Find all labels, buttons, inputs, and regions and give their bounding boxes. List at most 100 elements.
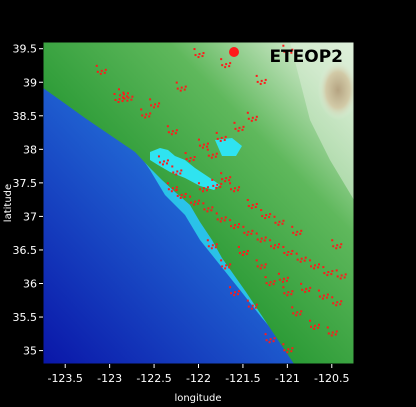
earthquake-point [188, 160, 191, 163]
earthquake-point [260, 209, 263, 212]
earthquake-point [241, 253, 244, 256]
earthquake-point [126, 92, 129, 95]
earthquake-point [245, 252, 248, 255]
earthquake-point [122, 97, 125, 100]
earthquake-point [118, 94, 121, 97]
earthquake-point [201, 190, 204, 193]
earthquake-point [268, 284, 271, 287]
earthquake-point [336, 244, 339, 247]
earthquake-point [215, 152, 218, 155]
earthquake-point [292, 231, 295, 234]
bay-water [150, 148, 220, 190]
earthquake-point [283, 251, 286, 254]
earthquake-point [264, 217, 267, 220]
earthquake-point [206, 239, 209, 242]
earthquake-point [149, 112, 152, 115]
earthquake-point [193, 203, 196, 206]
earthquake-point [282, 343, 285, 346]
sierra-highland [290, 42, 354, 200]
x-tick-label: -123 [97, 372, 122, 385]
earthquake-point [277, 272, 280, 275]
earthquake-point [205, 189, 208, 192]
earthquake-point [259, 240, 262, 243]
y-tick-label: 38 [23, 143, 37, 156]
earthquake-point [326, 326, 329, 329]
earthquake-point [323, 272, 326, 275]
earthquake-point [278, 243, 281, 246]
earthquake-point [242, 225, 245, 228]
earthquake-point [201, 146, 204, 149]
earthquake-point [100, 69, 103, 72]
earthquake-point [175, 129, 178, 132]
earthquake-point [219, 220, 222, 223]
earthquake-point [283, 292, 286, 295]
earthquake-point [202, 143, 205, 146]
earthquake-point [225, 177, 228, 180]
earthquake-point [220, 136, 223, 139]
earthquake-point [278, 220, 281, 223]
earthquake-point [211, 178, 214, 181]
earthquake-point [254, 206, 257, 208]
earthquake-point [264, 276, 267, 279]
earthquake-point [264, 263, 267, 266]
earthquake-point [210, 247, 213, 250]
earthquake-point [290, 350, 293, 353]
earthquake-point [272, 340, 275, 343]
earthquake-point [158, 102, 161, 105]
earthquake-point [291, 249, 294, 252]
earthquake-point [176, 170, 179, 173]
earthquake-point [309, 286, 312, 289]
earthquake-point [223, 219, 226, 222]
earthquake-point [256, 265, 259, 268]
earthquake-point [300, 229, 303, 232]
earthquake-point [243, 231, 246, 234]
delta-water [215, 138, 242, 156]
earthquake-point [215, 212, 218, 215]
earthquake-point [224, 66, 227, 69]
earthquake-point [206, 142, 209, 145]
earthquake-point [250, 207, 253, 209]
earthquake-point [230, 225, 233, 228]
earthquake-point [207, 154, 210, 157]
earthquake-point [197, 56, 200, 59]
earthquake-point [246, 299, 249, 302]
earthquake-point [161, 163, 164, 166]
earthquake-point [125, 95, 128, 98]
earthquake-point [216, 183, 219, 186]
earthquake-point [256, 80, 259, 83]
earthquake-point [193, 156, 196, 159]
earthquake-point [127, 96, 130, 99]
earthquake-point [295, 314, 298, 317]
earthquake-point [283, 349, 286, 352]
y-tick-label: 38.5 [13, 110, 38, 123]
earthquake-point [122, 93, 125, 96]
earthquake-point [295, 233, 298, 236]
earthquake-point [251, 304, 254, 307]
earthquake-point [234, 291, 237, 294]
earthquake-point [207, 245, 210, 248]
earthquake-point [331, 270, 334, 273]
earthquake-point [290, 252, 293, 255]
earthquake-point [234, 187, 237, 190]
earthquake-point [234, 224, 237, 227]
earthquake-point [259, 267, 262, 270]
earthquake-point [260, 237, 263, 240]
earthquake-point [225, 63, 228, 66]
earthquake-point [339, 303, 342, 306]
earthquake-point [247, 230, 250, 233]
earthquake-point [229, 62, 232, 65]
earthquake-point [263, 239, 266, 242]
earthquake-point [309, 319, 312, 322]
earthquake-point [287, 49, 290, 52]
earthquake-point [273, 247, 276, 250]
earthquake-point [340, 274, 343, 277]
earthquake-point [260, 264, 263, 267]
earthquake-point [336, 301, 339, 304]
earthquake-point [198, 53, 201, 56]
earthquake-point [197, 202, 200, 205]
earthquake-point [233, 121, 236, 124]
earthquake-point [165, 162, 168, 165]
earthquake-point [265, 282, 268, 285]
earthquake-point [215, 186, 218, 189]
earthquake-point [339, 277, 342, 280]
